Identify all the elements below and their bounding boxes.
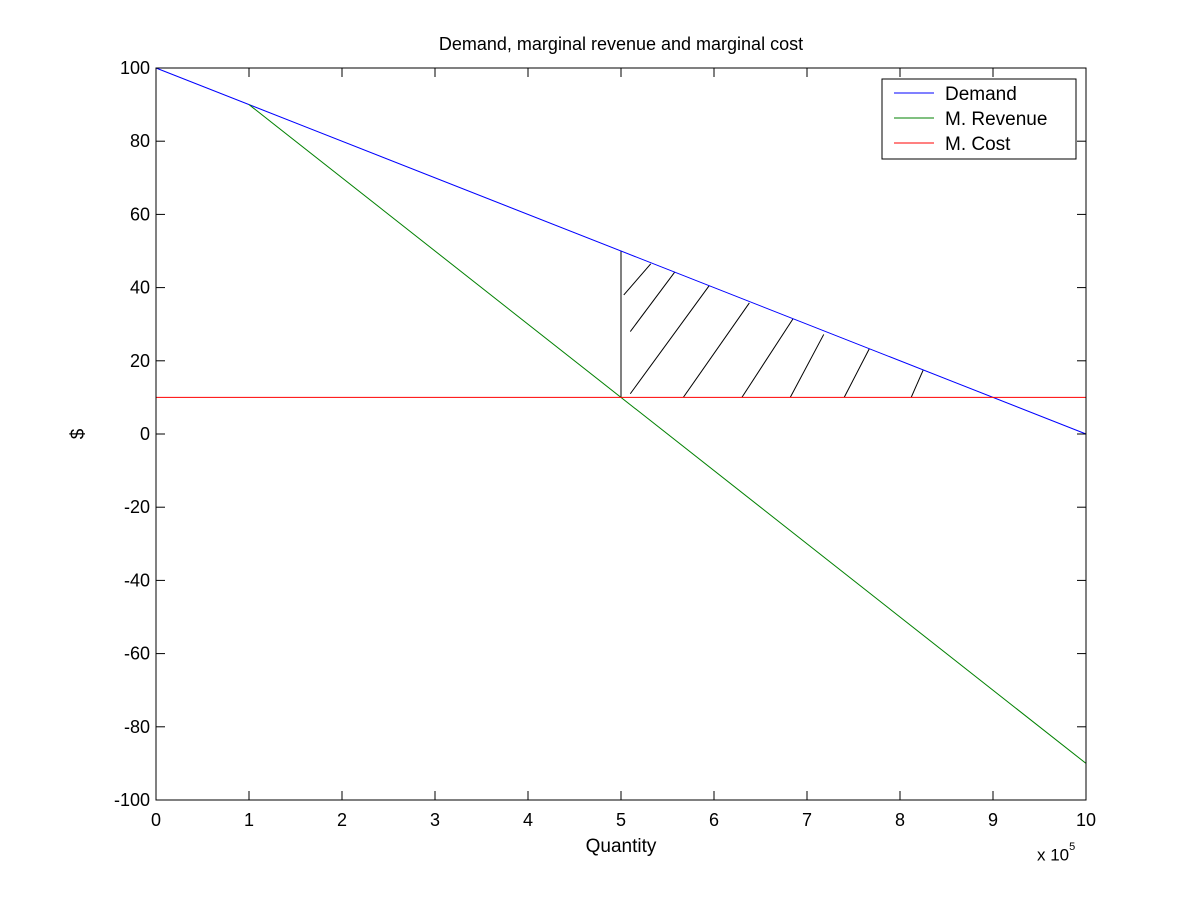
legend-entry-label: M. Revenue (945, 109, 1047, 130)
x-multiplier-exponent: 5 (1069, 841, 1076, 853)
y-tick-label: -100 (114, 790, 150, 810)
hatch-line (910, 369, 924, 398)
hatch-line (682, 302, 750, 398)
y-tick-label: 40 (130, 278, 150, 298)
axis-ticks: 0 1 2 3 4 5 6 7 8 9 10 -100 -80 -60 -40 -20 0 20 40 60 80 100 (114, 58, 1096, 830)
hatch-line (843, 348, 870, 398)
legend-entry-label: Demand (945, 84, 1017, 105)
x-tick-label: 2 (337, 810, 347, 830)
x-tick-label: 10 (1076, 810, 1096, 830)
y-tick-label: 60 (130, 204, 150, 224)
legend-box (881, 78, 1077, 160)
y-axis-label: $ (68, 428, 89, 440)
x-tick-label: 4 (523, 810, 533, 830)
y-tick-label: -80 (124, 717, 150, 737)
y-tick-label: -60 (124, 644, 150, 664)
y-tick-label: 20 (130, 351, 150, 371)
x-tick-label: 8 (895, 810, 905, 830)
x-tick-label: 9 (988, 810, 998, 830)
x-axis-label: Quantity (585, 836, 657, 857)
series-demand-line (155, 67, 1087, 435)
hatch-line (623, 263, 652, 296)
y-tick-label: 80 (130, 131, 150, 151)
hatch-line (629, 285, 710, 395)
y-tick-label: -20 (124, 497, 150, 517)
hatched-region (620, 251, 924, 398)
series-lines (155, 67, 1087, 764)
x-tick-label: 5 (616, 810, 626, 830)
plot-area (156, 68, 1086, 800)
x-tick-label: 1 (244, 810, 254, 830)
hatch-line (789, 334, 825, 398)
x-tick-label: 0 (151, 810, 161, 830)
y-tick-label: 0 (140, 424, 150, 444)
x-tick-label: 7 (802, 810, 812, 830)
chart-title: Demand, marginal revenue and marginal co… (438, 34, 804, 54)
x-tick-label: 6 (709, 810, 719, 830)
y-tick-label: -40 (124, 570, 150, 590)
legend-entry-label: M. Cost (945, 134, 1011, 155)
legend: Demand M. Revenue M. Cost (881, 78, 1077, 160)
hatch-line (629, 271, 676, 332)
hatch-line (741, 318, 794, 398)
x-axis-multiplier: x 105 (1037, 841, 1075, 866)
x-multiplier-base: x 10 (1037, 845, 1070, 865)
y-tick-label: 100 (120, 58, 150, 78)
series-m-revenue-line (248, 104, 1087, 764)
x-tick-label: 3 (430, 810, 440, 830)
